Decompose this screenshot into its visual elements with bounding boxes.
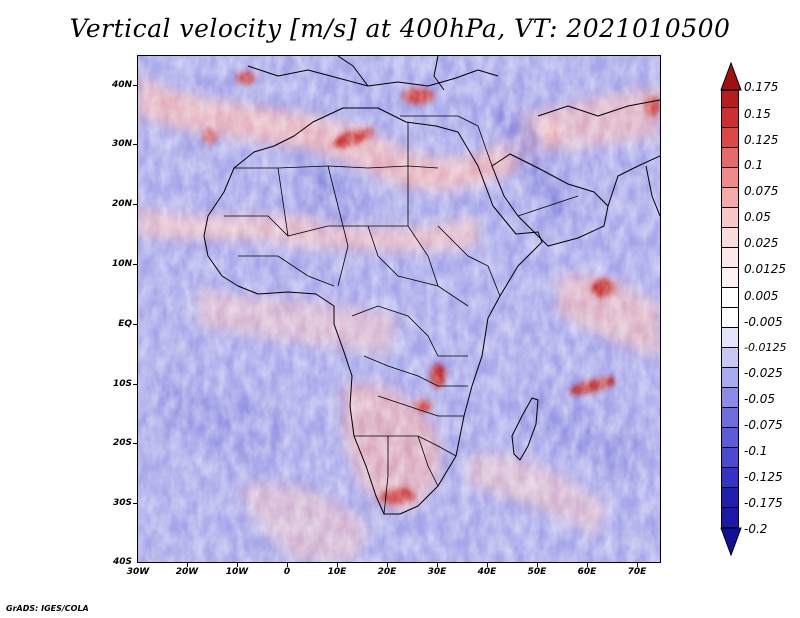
colorbar-swatch bbox=[721, 327, 739, 348]
x-tick bbox=[287, 563, 288, 567]
x-tick bbox=[637, 563, 638, 567]
colorbar-top-arrow bbox=[720, 62, 742, 91]
colorbar-label: 0.1 bbox=[744, 158, 764, 172]
y-tick-label: 10S bbox=[112, 379, 132, 389]
colorbar-swatch bbox=[721, 447, 739, 468]
y-tick-label: 20S bbox=[112, 438, 132, 448]
x-tick-label: 60E bbox=[577, 567, 597, 577]
colorbar-bottom-arrow bbox=[720, 527, 742, 557]
x-tick bbox=[387, 563, 388, 567]
colorbar-swatch bbox=[721, 90, 739, 108]
x-tick-label: 20W bbox=[175, 567, 199, 577]
y-tick-label: 20N bbox=[111, 199, 132, 209]
x-tick-label: 50E bbox=[527, 567, 547, 577]
y-tick bbox=[133, 443, 137, 444]
x-tick-label: 30E bbox=[427, 567, 447, 577]
colorbar-label: -0.025 bbox=[744, 366, 783, 380]
colorbar-swatch bbox=[721, 347, 739, 368]
colorbar-swatch bbox=[721, 387, 739, 408]
colorbar-swatch bbox=[721, 427, 739, 448]
colorbar-label: 0.15 bbox=[744, 107, 771, 121]
x-tick bbox=[437, 563, 438, 567]
x-tick bbox=[187, 563, 188, 567]
figure-title: Vertical velocity [m/s] at 400hPa, VT: 2… bbox=[69, 14, 731, 43]
colorbar-label: 0.025 bbox=[744, 236, 779, 250]
colorbar-top-arrow-shape bbox=[720, 62, 742, 91]
y-tick-label: 40N bbox=[111, 80, 132, 90]
colorbar-swatch bbox=[721, 367, 739, 388]
colorbar-swatch bbox=[721, 147, 739, 168]
colorbar-swatch bbox=[721, 227, 739, 248]
colorbar-swatch bbox=[721, 127, 739, 148]
colorbar-label: -0.1 bbox=[744, 444, 768, 458]
y-tick bbox=[133, 384, 137, 385]
colorbar-swatch bbox=[721, 207, 739, 228]
y-tick-label: 30N bbox=[111, 139, 132, 149]
x-tick bbox=[587, 563, 588, 567]
colorbar-label: -0.0125 bbox=[744, 341, 787, 354]
x-tick bbox=[237, 563, 238, 567]
x-tick-label: 70E bbox=[627, 567, 647, 577]
colorbar-label: -0.2 bbox=[744, 522, 768, 536]
x-tick-label: 0 bbox=[283, 567, 291, 577]
y-tick bbox=[133, 264, 137, 265]
colorbar-swatch bbox=[721, 167, 739, 188]
colorbar-label: 0.005 bbox=[744, 289, 779, 303]
y-tick bbox=[133, 204, 137, 205]
y-tick-label: 10N bbox=[111, 259, 132, 269]
colorbar-swatch bbox=[721, 467, 739, 488]
colorbar-bottom-arrow-shape bbox=[720, 527, 742, 557]
colorbar-label: 0.125 bbox=[744, 133, 779, 147]
field-texture bbox=[138, 56, 660, 562]
x-tick bbox=[337, 563, 338, 567]
colorbar-label: -0.005 bbox=[744, 315, 783, 329]
colorbar-label: -0.05 bbox=[744, 392, 776, 406]
y-tick-label: EQ bbox=[118, 319, 132, 329]
x-tick-label: 30W bbox=[126, 567, 150, 577]
y-tick-label: 30S bbox=[112, 498, 132, 508]
y-tick bbox=[133, 324, 137, 325]
colorbar-swatch bbox=[721, 307, 739, 328]
colorbar-label: 0.05 bbox=[744, 210, 771, 224]
colorbar-label: 0.0125 bbox=[744, 262, 786, 276]
country-borders bbox=[224, 115, 579, 515]
colorbar-swatch bbox=[721, 407, 739, 428]
colorbar-label: -0.175 bbox=[744, 496, 783, 510]
colorbar-swatch bbox=[721, 247, 739, 268]
colorbar-label: 0.075 bbox=[744, 184, 779, 198]
colorbar-label: 0.175 bbox=[744, 80, 779, 94]
colorbar-swatch bbox=[721, 287, 739, 308]
x-tick bbox=[487, 563, 488, 567]
colorbar-swatch bbox=[721, 107, 739, 128]
x-tick-label: 40E bbox=[477, 567, 497, 577]
colorbar-label: -0.125 bbox=[744, 470, 783, 484]
colorbar-swatch bbox=[721, 187, 739, 208]
map-canvas bbox=[138, 56, 660, 562]
y-tick bbox=[133, 85, 137, 86]
colorbar-swatch bbox=[721, 487, 739, 508]
map-panel bbox=[137, 55, 661, 563]
x-tick bbox=[537, 563, 538, 567]
x-tick-label: 20E bbox=[377, 567, 397, 577]
x-tick-label: 10W bbox=[225, 567, 249, 577]
colorbar-swatch bbox=[721, 267, 739, 288]
colorbar-swatch bbox=[721, 507, 739, 528]
y-tick bbox=[133, 503, 137, 504]
colorbar-label: -0.075 bbox=[744, 418, 783, 432]
coastlines bbox=[203, 56, 660, 515]
y-tick-label: 40S bbox=[112, 557, 132, 567]
x-tick-label: 10E bbox=[327, 567, 347, 577]
footer-credit: GrADS: IGES/COLA bbox=[6, 604, 89, 613]
y-tick bbox=[133, 144, 137, 145]
